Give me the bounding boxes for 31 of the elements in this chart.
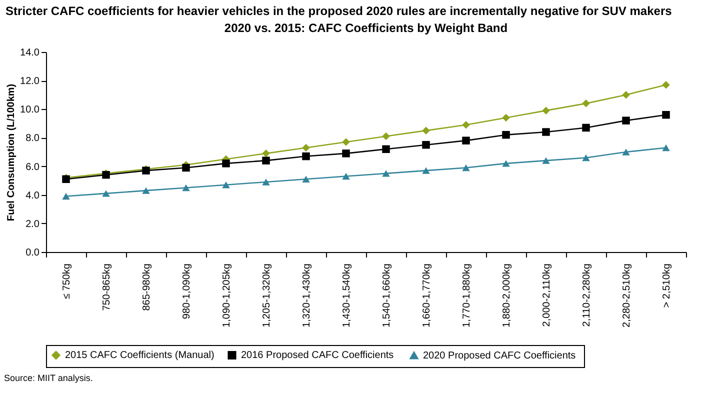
- chart-subtitle: 2020 vs. 2015: CAFC Coefficients by Weight Band: [224, 21, 508, 35]
- x-tick-label: > 2,510kg: [662, 264, 672, 308]
- chart-title: Stricter CAFC coefficients for heavier vehicles in the proposed 2020 rules are incrementally negative for SUV makers: [6, 4, 672, 18]
- x-tick-label: 1,205-1,320kg: [262, 264, 272, 328]
- legend-label: 2020 Proposed CAFC Coefficients: [423, 350, 576, 362]
- x-tick-label: 1,320-1,430kg: [302, 264, 312, 328]
- source-note: Source: MIIT analysis.: [3, 373, 94, 383]
- x-tick-label: 980-1,090kg: [182, 264, 192, 320]
- y-tick-label: 10.0: [20, 104, 40, 116]
- y-tick-label: 8.0: [26, 133, 40, 144]
- x-tick-label: ≤ 750kg: [62, 264, 72, 300]
- x-tick-label: 1,430-1,540kg: [342, 264, 352, 328]
- x-tick-label: 1,660-1,770kg: [422, 264, 432, 328]
- y-tick-label: 0.0: [26, 248, 40, 258]
- legend-label: 2015 CAFC Coefficients (Manual): [65, 350, 214, 362]
- y-tick-label: 14.0: [20, 48, 40, 58]
- y-tick-label: 4.0: [26, 190, 40, 202]
- y-tick-label: 2.0: [26, 218, 40, 230]
- y-tick-label: 6.0: [26, 162, 40, 173]
- x-tick-label: 1,880-2,000kg: [502, 264, 512, 328]
- x-tick-label: 750-865kg: [102, 264, 112, 311]
- x-tick-label: 2,280-2,510kg: [622, 264, 632, 328]
- x-tick-label: 865-980kg: [142, 264, 152, 311]
- y-tick-label: 12.0: [20, 76, 40, 88]
- x-tick-label: 2,000-2,110kg: [542, 264, 552, 327]
- x-tick-label: 1,090-1,205kg: [222, 264, 232, 328]
- x-tick-label: 2,110-2,280kg: [582, 264, 592, 327]
- legend-label: 2016 Proposed CAFC Coefficients: [241, 350, 394, 362]
- y-axis-title: Fuel Consumption (L/100km): [6, 84, 18, 222]
- x-tick-label: 1,540-1,660kg: [382, 264, 392, 328]
- x-tick-label: 1,770-1,880kg: [462, 264, 472, 328]
